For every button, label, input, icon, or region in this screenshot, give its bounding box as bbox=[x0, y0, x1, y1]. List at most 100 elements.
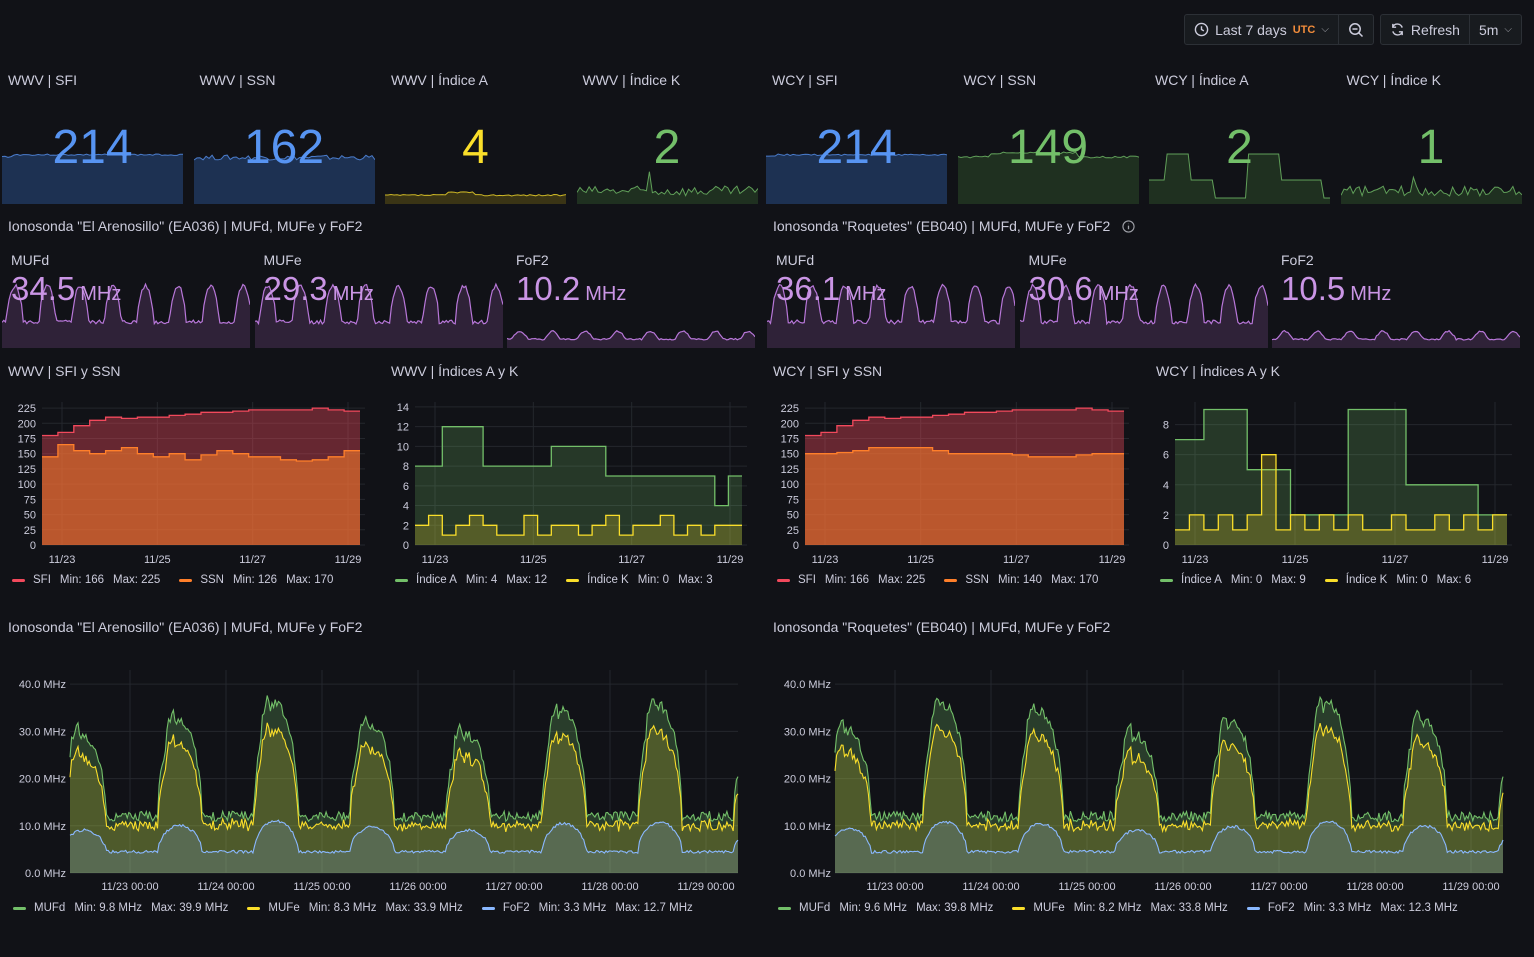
series-area bbox=[835, 821, 1503, 873]
stat-panel-title: WWV | SSN bbox=[199, 72, 276, 88]
legend-swatch bbox=[944, 578, 958, 582]
timeseries-panel[interactable]: 0 2 4 6 8 11/23 11/25 11/27 11/29 bbox=[1150, 392, 1525, 587]
muf-chart: 0.0 MHz 10.0 MHz 20.0 MHz 30.0 MHz 40.0 MHz 1… bbox=[784, 670, 1504, 893]
sparkline-area bbox=[2, 284, 250, 348]
muf-chart: 0.0 MHz 10.0 MHz 20.0 MHz 30.0 MHz 40.0 MHz 1… bbox=[19, 670, 739, 893]
ionosonde-stat-value: 10.2 MHz bbox=[516, 270, 626, 308]
refresh-button[interactable]: Refresh bbox=[1381, 15, 1469, 44]
legend-min: Min: 9.8 MHz bbox=[74, 902, 143, 914]
legend-item[interactable]: MUFe Min: 8.3 MHz Max: 33.9 MHz bbox=[241, 902, 471, 914]
x-tick-label: 11/26 00:00 bbox=[389, 881, 446, 893]
y-tick-label: 30.0 MHz bbox=[19, 726, 66, 738]
ionosonde-stat-panel[interactable]: MUFe 30.6 MHz bbox=[1019, 248, 1269, 348]
time-controls: Last 7 days UTC ⌵ Refresh 5m ⌵ bbox=[1184, 14, 1522, 45]
legend-item[interactable]: SSN Min: 140 Max: 170 bbox=[938, 574, 1107, 586]
stat-panel[interactable]: 2 bbox=[576, 100, 758, 204]
x-tick-label: 11/24 00:00 bbox=[197, 881, 254, 893]
ionosonde-stat-panel[interactable]: FoF2 10.2 MHz bbox=[506, 248, 756, 348]
y-tick-label: 150 bbox=[18, 449, 36, 461]
stat-panel[interactable]: 4 bbox=[385, 100, 567, 204]
timeseries-panel[interactable]: 0 25 50 75 100 125 150 175 200 225 11/23 11/25 11/27… bbox=[2, 392, 377, 587]
stat-value: 1 bbox=[1417, 121, 1445, 174]
sparkline-line bbox=[1271, 329, 1521, 341]
x-tick-label: 11/27 00:00 bbox=[485, 881, 542, 893]
legend-item[interactable]: MUFe Min: 8.2 MHz Max: 33.8 MHz bbox=[1006, 902, 1236, 914]
series-line bbox=[415, 514, 742, 536]
legend-min-value: 126 bbox=[257, 574, 278, 586]
legend-item[interactable]: SFI Min: 166 Max: 225 bbox=[6, 574, 169, 586]
muf-chart-panel[interactable]: 0.0 MHz 10.0 MHz 20.0 MHz 30.0 MHz 40.0 MHz 1… bbox=[2, 650, 752, 900]
time-range-picker[interactable]: Last 7 days UTC ⌵ bbox=[1185, 15, 1338, 44]
legend-item[interactable]: Índice K Min: 0 Max: 3 bbox=[560, 574, 721, 586]
legend-item[interactable]: Índice K Min: 0 Max: 6 bbox=[1319, 574, 1480, 586]
series-line bbox=[834, 722, 1504, 834]
legend-swatch bbox=[777, 578, 790, 582]
series-line bbox=[69, 722, 739, 833]
legend-min: Min: 3.3 MHz bbox=[538, 902, 607, 914]
stat-panel[interactable]: 2 bbox=[1149, 100, 1330, 204]
legend-item[interactable]: FoF2 Min: 3.3 MHz Max: 12.7 MHz bbox=[476, 902, 702, 914]
ionosonde-stat-panel[interactable]: MUFd 34.5 MHz bbox=[1, 248, 251, 348]
sparkline-line bbox=[766, 153, 948, 157]
legend-swatch bbox=[247, 906, 261, 910]
legend-item[interactable]: FoF2 Min: 3.3 MHz Max: 12.3 MHz bbox=[1241, 902, 1467, 914]
legend-min: Min: 126 bbox=[232, 574, 278, 586]
timeseries-chart: 0 2 4 6 8 11/23 11/25 11/27 11/29 bbox=[1163, 402, 1512, 566]
value-number: 30.6 bbox=[1028, 270, 1093, 307]
series-line bbox=[805, 446, 1124, 458]
legend-item[interactable]: MUFd Min: 9.6 MHz Max: 39.8 MHz bbox=[772, 902, 1002, 914]
timeseries-panel[interactable]: 0 25 50 75 100 125 150 175 200 225 11/23 11/25 11/27… bbox=[767, 392, 1142, 587]
value-number: 29.3 bbox=[263, 270, 328, 307]
stat-panel[interactable]: 1 bbox=[1340, 100, 1522, 204]
series-line bbox=[42, 443, 360, 462]
legend-series-name: MUFe bbox=[1033, 902, 1065, 914]
sparkline-area bbox=[1149, 154, 1330, 204]
series-line bbox=[834, 820, 1504, 855]
legend-series-name: MUFd bbox=[799, 902, 831, 914]
value-unit: MHz bbox=[1097, 283, 1139, 305]
legend-swatch bbox=[1160, 578, 1173, 582]
legend-item[interactable]: Índice A Min: 0 Max: 9 bbox=[1154, 574, 1315, 586]
y-tick-label: 25 bbox=[24, 525, 36, 537]
ionosonde-stat-panel[interactable]: FoF2 10.5 MHz bbox=[1271, 248, 1521, 348]
chart-legend: MUFd Min: 9.6 MHz Max: 39.8 MHz MUFe Min: 8.… bbox=[772, 902, 1471, 914]
legend-min-value: 140 bbox=[1022, 574, 1043, 586]
legend-max-value: 225 bbox=[141, 574, 161, 586]
x-tick-label: 11/23 bbox=[422, 554, 449, 566]
x-tick-label: 11/25 bbox=[144, 554, 171, 566]
x-tick-label: 11/29 bbox=[335, 554, 362, 566]
ionosonde-sparkline bbox=[506, 330, 756, 348]
ionosonde-stat-value: 30.6 MHz bbox=[1029, 270, 1139, 308]
chart-legend: SFI Min: 166 Max: 225 SSN Min: 126 Max: 170 bbox=[6, 574, 346, 586]
stat-value: 214 bbox=[52, 121, 133, 174]
ionosonde-sparkline bbox=[1, 282, 251, 348]
ionosonde-stat-panel[interactable]: MUFd 36.1 MHz bbox=[766, 248, 1016, 348]
legend-item[interactable]: Índice A Min: 4 Max: 12 bbox=[389, 574, 556, 586]
zoom-out-button[interactable] bbox=[1337, 15, 1373, 44]
y-tick-label: 4 bbox=[403, 501, 409, 513]
muf-chart-panel[interactable]: 0.0 MHz 10.0 MHz 20.0 MHz 30.0 MHz 40.0 MHz 1… bbox=[767, 650, 1517, 900]
legend-max: Max: 12.3 MHz bbox=[1380, 902, 1458, 914]
x-tick-label: 11/28 00:00 bbox=[1346, 881, 1403, 893]
series-area bbox=[805, 447, 1124, 545]
y-tick-label: 0.0 MHz bbox=[790, 868, 831, 880]
stat-panel[interactable]: 162 bbox=[193, 100, 375, 204]
stat-panel[interactable]: 149 bbox=[957, 100, 1139, 204]
stat-panel[interactable]: 214 bbox=[766, 100, 948, 204]
ionosonde-stat-value: 36.1 MHz bbox=[776, 270, 886, 308]
ionosonde-stat-panel[interactable]: MUFe 29.3 MHz bbox=[254, 248, 504, 348]
timeseries-panel-title: WCY | Índices A y K bbox=[1156, 363, 1280, 379]
refresh-interval-picker[interactable]: 5m ⌵ bbox=[1468, 15, 1521, 44]
legend-series-name: FoF2 bbox=[502, 902, 530, 914]
value-number: 10.5 bbox=[1281, 270, 1346, 307]
y-tick-label: 8 bbox=[403, 461, 409, 473]
info-icon[interactable] bbox=[1122, 220, 1135, 236]
legend-item[interactable]: SFI Min: 166 Max: 225 bbox=[771, 574, 934, 586]
legend-series-name: Índice K bbox=[587, 574, 629, 586]
timeseries-panel[interactable]: 0 2 4 6 8 10 12 14 11/23 11/25 11/27 11/29 bbox=[385, 392, 760, 587]
stat-panel[interactable]: 214 bbox=[1, 100, 184, 204]
legend-item[interactable]: MUFd Min: 9.8 MHz Max: 39.9 MHz bbox=[7, 902, 237, 914]
legend-max-value: 9 bbox=[1299, 574, 1306, 586]
sparkline-line bbox=[1019, 282, 1269, 326]
legend-item[interactable]: SSN Min: 126 Max: 170 bbox=[173, 574, 342, 586]
